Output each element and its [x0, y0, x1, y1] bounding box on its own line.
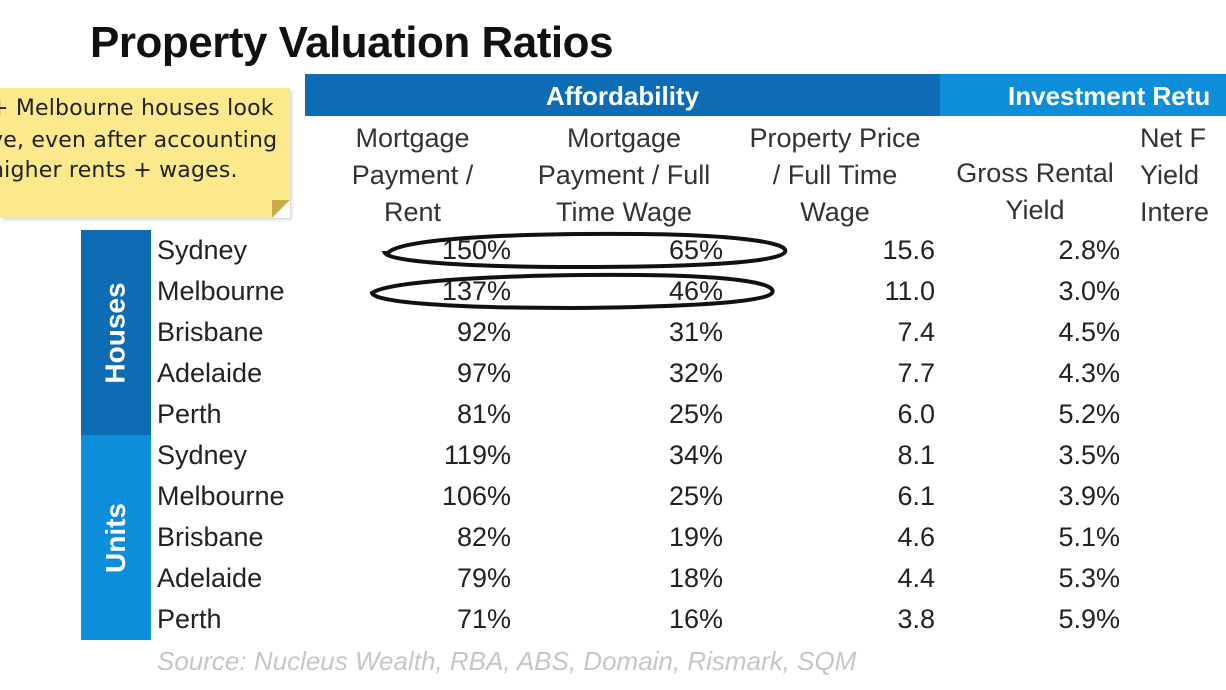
note-fold — [272, 200, 290, 218]
table-row: Adelaide 79% 18% 4.4 5.3% — [0, 558, 1226, 599]
city-name: Sydney — [157, 235, 248, 265]
table-cell: 137% — [441, 276, 511, 306]
table-row: Sydney 150% 65% 15.6 2.8% — [0, 230, 1226, 271]
city-name: Melbourne — [157, 276, 285, 306]
page-title: Property Valuation Ratios — [90, 18, 613, 67]
table-cell: 7.7 — [897, 358, 935, 388]
table-cell: 11.0 — [884, 276, 935, 306]
table-row: Adelaide 97% 32% 7.7 4.3% — [0, 353, 1226, 394]
sticky-note: + Melbourne houses look ve, even after a… — [0, 88, 290, 218]
table-cell: 4.3% — [1058, 358, 1120, 388]
investment-return-header: Investment Retu — [940, 74, 1226, 116]
table-cell: 65% — [668, 235, 723, 265]
table-row: Melbourne 137% 46% 11.0 3.0% — [0, 271, 1226, 312]
table-cell: 97% — [456, 358, 511, 388]
table-cell: 4.4 — [897, 563, 935, 593]
group-label-units: Units — [81, 435, 151, 640]
city-name: Adelaide — [157, 358, 263, 388]
table-row: Perth 71% 16% 3.8 5.9% — [0, 599, 1226, 640]
table-cell: 3.9% — [1058, 481, 1120, 511]
table-row: Melbourne 106% 25% 6.1 3.9% — [0, 476, 1226, 517]
table-cell: 150% — [441, 235, 511, 265]
affordability-header: Affordability — [305, 74, 940, 116]
city-name: Sydney — [157, 440, 248, 470]
table-cell: 32% — [668, 358, 723, 388]
table-cell: 25% — [668, 399, 723, 429]
column-header-gross-yield: Gross Rental Yield — [956, 158, 1114, 225]
table-cell: 5.3% — [1058, 563, 1120, 593]
note-line: ve, even after accounting — [0, 128, 278, 153]
column-header-price-wage: Property Price / Full Time Wage — [749, 123, 921, 227]
table-cell: 71% — [456, 604, 511, 634]
table-cell: 2.8% — [1058, 235, 1120, 265]
table-cell: 8.1 — [897, 440, 935, 470]
table-cell: 4.5% — [1058, 317, 1120, 347]
table-cell: 25% — [668, 481, 723, 511]
table-cell: 119% — [443, 440, 511, 470]
table-cell: 18% — [668, 563, 723, 593]
table-row: Sydney 119% 34% 8.1 3.5% — [0, 435, 1226, 476]
city-name: Melbourne — [157, 481, 285, 511]
city-name: Brisbane — [157, 317, 264, 347]
table-cell: 6.1 — [897, 481, 935, 511]
table-cell: 5.1% — [1058, 522, 1120, 552]
source-note: Source: Nucleus Wealth, RBA, ABS, Domain… — [157, 646, 857, 676]
table-cell: 4.6 — [897, 522, 935, 552]
table-cell: 31% — [668, 317, 723, 347]
table-cell: 6.0 — [897, 399, 935, 429]
table-cell: 19% — [668, 522, 723, 552]
note-line: + Melbourne houses look — [0, 96, 274, 121]
table-cell: 92% — [456, 317, 511, 347]
column-header-mortgage-rent: Mortgage Payment / Rent — [351, 123, 474, 227]
note-line: higher rents + wages. — [0, 158, 238, 183]
table-cell: 5.9% — [1058, 604, 1120, 634]
column-header-mortgage-wage: Mortgage Payment / Full Time Wage — [537, 123, 711, 227]
city-name: Adelaide — [157, 563, 263, 593]
table-row: Brisbane 82% 19% 4.6 5.1% — [0, 517, 1226, 558]
table-cell: 79% — [456, 563, 511, 593]
table-cell: 34% — [668, 440, 723, 470]
city-name: Brisbane — [157, 522, 264, 552]
table-cell: 81% — [456, 399, 511, 429]
table-cell: 7.4 — [897, 317, 935, 347]
table-cell: 106% — [441, 481, 511, 511]
city-name: Perth — [157, 399, 222, 429]
table-cell: 3.8 — [897, 604, 935, 634]
group-label-houses: Houses — [81, 230, 151, 435]
table-cell: 82% — [456, 522, 511, 552]
table-cell: 3.0% — [1058, 276, 1120, 306]
table-cell: 5.2% — [1058, 399, 1120, 429]
table-row: Brisbane 92% 31% 7.4 4.5% — [0, 312, 1226, 353]
table-cell: 3.5% — [1058, 440, 1120, 470]
table-row: Perth 81% 25% 6.0 5.2% — [0, 394, 1226, 435]
city-name: Perth — [157, 604, 222, 634]
column-header-net-yield: Net F Yield Intere — [1140, 123, 1210, 227]
table-cell: 16% — [668, 604, 723, 634]
table-cell: 46% — [668, 276, 723, 306]
table-cell: 15.6 — [882, 235, 935, 265]
